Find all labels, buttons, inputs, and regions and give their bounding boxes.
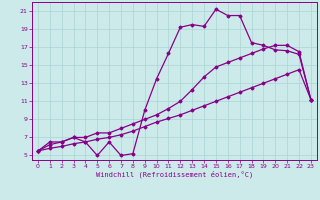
X-axis label: Windchill (Refroidissement éolien,°C): Windchill (Refroidissement éolien,°C) [96, 171, 253, 178]
